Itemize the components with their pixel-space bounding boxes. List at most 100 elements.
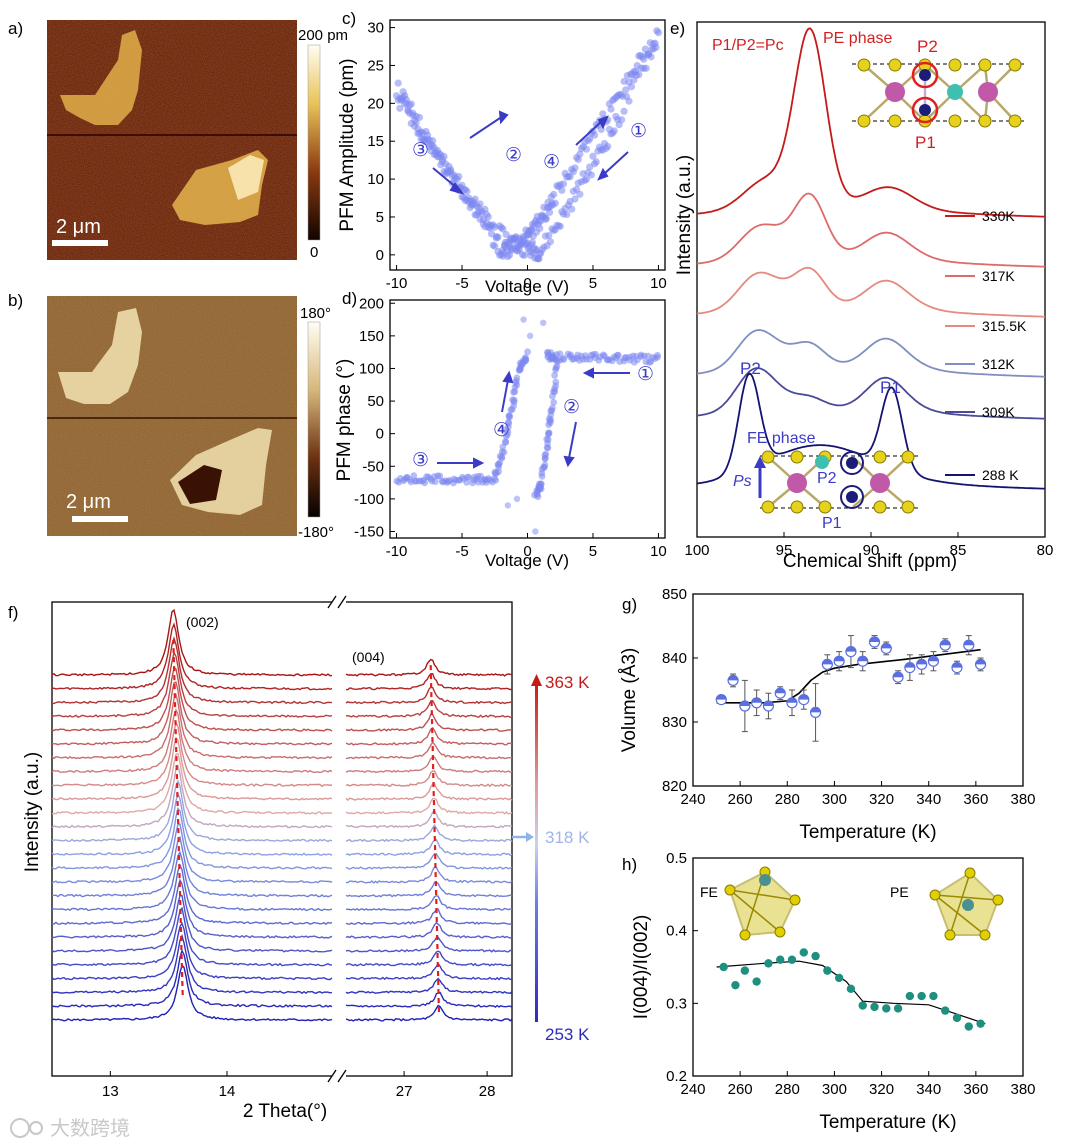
- plot-frame-h: [692, 857, 1024, 1077]
- marker-d-3: ③: [412, 450, 429, 471]
- colorbar-a-top: 200 pm: [298, 27, 348, 44]
- points-c: [392, 27, 663, 263]
- y-tick-label: 840: [662, 650, 687, 667]
- ticks-h: 240 260 280 300 320 340 360 380 0.2 0.3 0.4 0.5: [666, 850, 1035, 1098]
- ratio-point: [776, 955, 785, 964]
- legend-label: 288 K: [982, 467, 1019, 483]
- annot-pe-phase: PE phase: [823, 30, 892, 47]
- nmr-curve: [696, 27, 1045, 218]
- amplitude-point: [409, 109, 417, 117]
- phase-point: [522, 354, 529, 361]
- arrows-d: [437, 367, 630, 469]
- ratio-point: [731, 980, 740, 990]
- phase-point: [510, 396, 518, 404]
- ratio-point: [799, 948, 808, 957]
- ratio-point: [787, 955, 797, 964]
- amplitude-point: [618, 116, 626, 124]
- x-tick-label: 340: [916, 791, 941, 808]
- panel-h: h) 240 260 280 300 320 340 360 3800.20.30.40.5 …: [622, 850, 1036, 1133]
- ratio-point: [917, 991, 926, 1001]
- xrd-curve-002: [51, 622, 333, 691]
- mid-temp-pointer-head: [526, 832, 534, 842]
- xrd-curve-002: [51, 963, 333, 1022]
- xrd-curve-004: [345, 977, 513, 995]
- plot-frame-f: [51, 601, 513, 1077]
- phase-point: [637, 351, 645, 359]
- xrd-curve-002: [51, 650, 333, 718]
- amplitude-point: [568, 165, 576, 173]
- marker-d-1: ①: [637, 364, 654, 385]
- volume-point-fill: [881, 643, 892, 649]
- fe-crystal-inset: Ps P2 P1: [733, 450, 920, 532]
- xrd-curve-002: [51, 835, 333, 898]
- amplitude-point: [546, 238, 555, 246]
- scale-bar-b-label: 2 μm: [66, 491, 111, 513]
- nmr-curve: [696, 372, 1045, 490]
- xrd-curve-004: [345, 921, 513, 939]
- xrd-curve-004: [346, 894, 513, 912]
- amplitude-point: [571, 195, 579, 203]
- xrd-curve-004: [345, 853, 513, 870]
- volume-point-fill: [775, 688, 786, 694]
- volume-point-fill: [857, 656, 868, 662]
- xlabel-c: Voltage (V): [485, 277, 569, 296]
- temperature-arrow: [535, 682, 538, 1022]
- y-tick-label: 100: [359, 360, 384, 377]
- xrd-curve-004: [345, 672, 513, 691]
- xlabel-d: Voltage (V): [485, 551, 569, 570]
- phase-point: [463, 478, 471, 486]
- legend-label: 309K: [982, 404, 1015, 420]
- xrd-curve-002: [52, 736, 333, 801]
- volume-point-fill: [798, 694, 809, 700]
- phase-point: [502, 438, 509, 446]
- ratio-point: [929, 991, 938, 1001]
- panel-f: f) 13 14 27 28 (002) (004) 2 Theta(°) Inten…: [8, 592, 590, 1122]
- legend-label: 330K: [982, 208, 1015, 224]
- marker-c-3: ③: [412, 140, 429, 161]
- amplitude-point: [576, 190, 584, 198]
- amplitude-point: [545, 231, 553, 240]
- watermark: 大数跨境: [10, 1117, 130, 1140]
- nmr-curve: [696, 192, 1045, 268]
- ratio-point: [719, 962, 728, 972]
- xrd-curve-004: [345, 823, 513, 843]
- amplitude-point: [599, 110, 607, 118]
- fe-inset-label: FE: [700, 884, 718, 900]
- y-tick-label: 0.3: [666, 995, 687, 1012]
- marker-c-1: ①: [630, 121, 647, 142]
- amplitude-point: [635, 52, 643, 60]
- curves-e: [696, 27, 1045, 490]
- xlabel-h: Temperature (K): [819, 1112, 956, 1133]
- phase-point: [549, 392, 556, 400]
- amplitude-point: [544, 198, 552, 206]
- y-tick-label: 0: [376, 247, 384, 264]
- volume-point-fill: [834, 656, 845, 662]
- xrd-curve-004: [345, 962, 513, 981]
- plot-h: [716, 948, 986, 1031]
- volume-point-fill: [716, 694, 727, 700]
- phase-outlier: [540, 319, 547, 327]
- phase-point: [465, 473, 473, 481]
- x-tick-label: 13: [102, 1083, 119, 1100]
- phase-point: [531, 491, 538, 499]
- x-tick-label: 0: [523, 543, 531, 560]
- y-tick-label: -50: [362, 458, 384, 475]
- phase-point: [538, 472, 546, 480]
- amplitude-point: [605, 100, 613, 108]
- x-tick-label: 280: [775, 1081, 800, 1098]
- ratio-point: [846, 984, 856, 993]
- panel-c-label: c): [342, 9, 356, 28]
- x-tick-label: 340: [916, 1081, 941, 1098]
- panel-f-label: f): [8, 603, 18, 622]
- colorbar-b: [307, 321, 321, 518]
- xrd-curve-004: [345, 991, 513, 1008]
- y-tick-label: 0: [376, 426, 384, 443]
- ratio-point: [870, 1002, 879, 1012]
- ylabel-d: PFM phase (°): [334, 359, 355, 482]
- xrd-curve-004: [345, 686, 513, 705]
- xrd-curve-004: [345, 881, 513, 898]
- marker-c-4: ④: [543, 152, 560, 173]
- xrd-curve-004: [345, 866, 513, 884]
- fe-crystal-p1: P1: [822, 515, 842, 532]
- y-tick-label: 820: [662, 778, 687, 795]
